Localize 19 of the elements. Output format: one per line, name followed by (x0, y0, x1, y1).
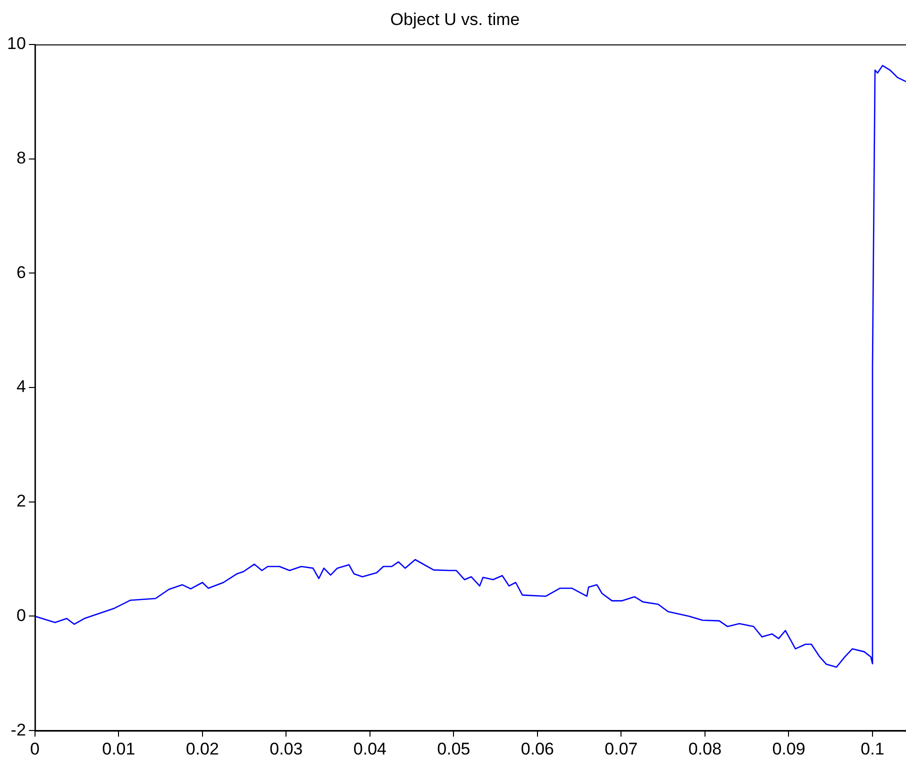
x-tick-label: 0.05 (437, 739, 470, 758)
x-tick-label: 0.07 (604, 739, 638, 758)
x-tick-label: 0 (30, 739, 40, 758)
x-tick-label: 0.08 (688, 739, 722, 758)
y-tick-label: -2 (10, 720, 26, 740)
y-tick-label: 10 (6, 34, 26, 54)
x-tick-label: 0.06 (520, 739, 554, 758)
x-tick-label: 0.1 (860, 739, 884, 758)
x-tick-label: 0.09 (772, 739, 806, 758)
y-tick-label: 4 (16, 377, 26, 396)
x-tick-label: 0.01 (102, 739, 136, 758)
x-tick-label: 0.04 (353, 739, 386, 758)
chart-title: Object U vs. time (390, 10, 520, 29)
y-tick-label: 8 (16, 148, 26, 168)
x-tick-label: 0.03 (270, 739, 303, 758)
y-tick-label: 2 (16, 492, 26, 511)
x-tick-label: 0.02 (186, 739, 219, 758)
y-tick-label: 6 (16, 262, 26, 282)
y-tick-label: 0 (16, 606, 26, 625)
